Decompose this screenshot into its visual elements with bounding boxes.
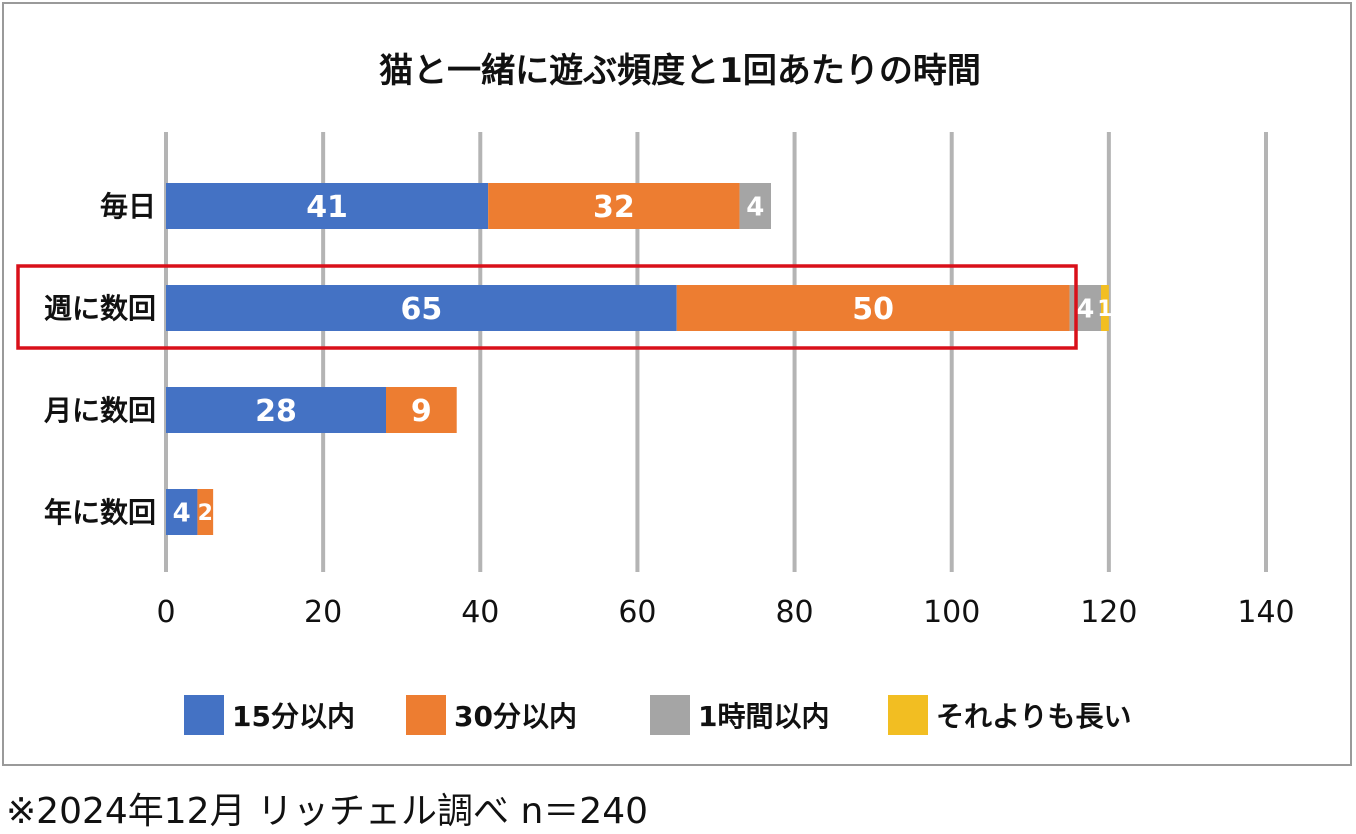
data-label: 41	[306, 190, 348, 225]
chart-frame: 猫と一緒に遊ぶ頻度と1回あたりの時間 41 32 4 65 50 4 1 28 9 4 2 毎日 週に…	[2, 2, 1352, 766]
x-tick-label: 140	[1237, 595, 1294, 630]
x-tick-labels: 0 20 40 60 80 100 120 140	[156, 595, 1294, 630]
legend-swatch	[184, 695, 224, 735]
legend-label: 15分以内	[232, 700, 355, 733]
x-tick-label: 60	[618, 595, 656, 630]
bar-segment	[676, 285, 1070, 331]
bar-segment	[166, 183, 489, 229]
x-tick-label: 120	[1080, 595, 1137, 630]
category-label: 月に数回	[43, 394, 156, 427]
data-label: 50	[852, 292, 894, 327]
x-tick-label: 20	[304, 595, 342, 630]
legend-swatch	[406, 695, 446, 735]
bar-segment	[488, 183, 740, 229]
data-label: 2	[198, 501, 213, 526]
category-label: 毎日	[100, 190, 156, 223]
footnote: ※2024年12月 リッチェル調べ n＝240	[6, 791, 649, 832]
data-label: 4	[746, 192, 764, 222]
data-label: 32	[593, 190, 635, 225]
x-tick-label: 80	[775, 595, 813, 630]
x-tick-label: 40	[461, 595, 499, 630]
bar-segment	[166, 285, 677, 331]
category-label: 年に数回	[44, 496, 156, 529]
x-tick-label: 0	[156, 595, 175, 630]
category-label: 週に数回	[44, 292, 156, 325]
data-label: 28	[255, 394, 297, 429]
bar-segment	[739, 183, 771, 229]
legend-label: 30分以内	[454, 700, 577, 733]
legend-label: それよりも長い	[936, 700, 1131, 733]
legend: 15分以内 30分以内 1時間以内 それよりも長い	[184, 695, 1131, 735]
bar-segment	[166, 489, 198, 535]
bar-segment	[386, 387, 457, 433]
data-label: 4	[1076, 294, 1094, 324]
bar-segment	[197, 489, 214, 535]
bar-segments: 41 32 465 50 4 128 94 2	[166, 183, 1113, 535]
data-label: 4	[173, 498, 191, 528]
data-label: 65	[400, 292, 442, 327]
data-label: 1	[1097, 297, 1112, 322]
legend-swatch	[888, 695, 928, 735]
stacked-bar-chart: 猫と一緒に遊ぶ頻度と1回あたりの時間 41 32 465 50 4 128 94 2 毎日週に…	[16, 51, 1295, 735]
legend-label: 1時間以内	[698, 700, 829, 733]
bar-segment	[1101, 285, 1109, 331]
bar-segment	[166, 387, 386, 433]
x-tick-label: 100	[923, 595, 980, 630]
highlight-rect	[16, 264, 1078, 350]
data-label: 9	[411, 394, 432, 429]
highlight-box	[16, 264, 1078, 350]
legend-swatch	[650, 695, 690, 735]
chart-title: 猫と一緒に遊ぶ頻度と1回あたりの時間	[379, 51, 981, 91]
